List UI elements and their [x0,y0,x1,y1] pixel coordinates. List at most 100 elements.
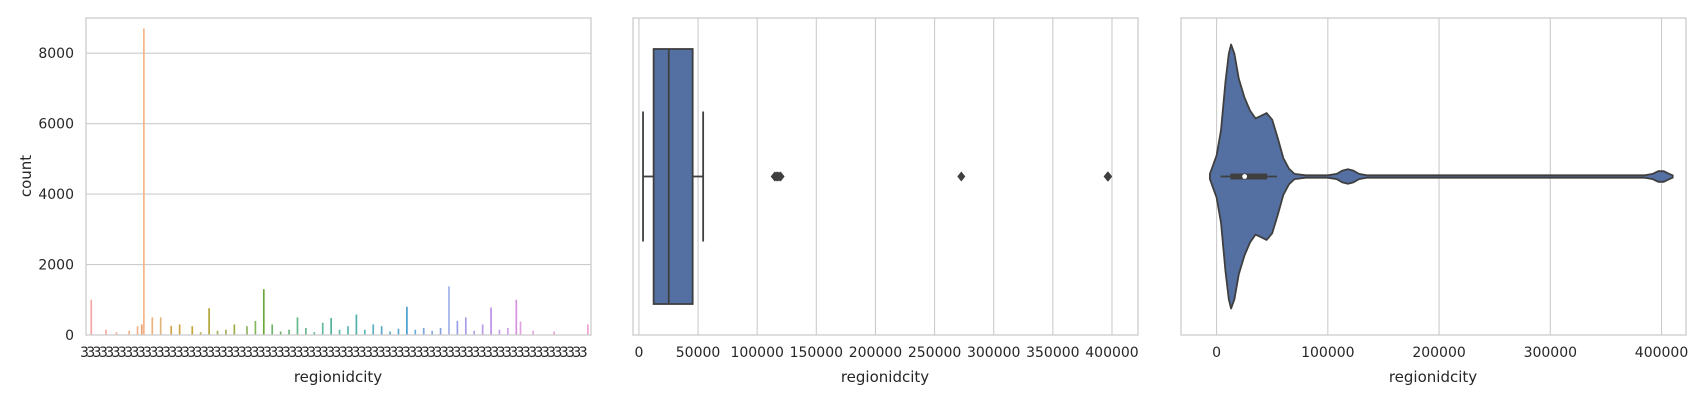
violin-plot-x-ticks: 0 100000 200000 300000 400000 [1212,345,1688,361]
count-plot-bar [372,324,375,335]
count-plot-x-tick-label: 3 [105,345,114,361]
count-plot-x-tick-label: 3 [497,345,506,361]
count-plot-x-tick-label: 3 [320,345,329,361]
count-plot-x-tick-label: 3 [263,345,272,361]
count-plot-x-tick-label: 3 [244,345,253,361]
count-plot-x-tick-label: 3 [301,345,310,361]
count-plot-x-tick-label: 3 [282,345,291,361]
count-plot-x-label: regionidcity [294,368,382,386]
violin-plot-x-tick-label: 100000 [1301,345,1354,361]
count-plot-x-tick-label: 3 [516,345,525,361]
count-plot-x-tick-label: 3 [187,345,196,361]
count-plot-bar [464,317,467,335]
box-plot-x-tick-label: 400000 [1085,345,1138,361]
count-plot-bar [380,326,383,335]
count-plot-x-tick-label: 3 [257,345,266,361]
count-plot-bar [296,317,299,335]
count-plot-bar [553,331,556,335]
count-plot-x-tick-label: 3 [225,345,234,361]
count-plot-bar [128,330,130,335]
count-plot-x-tick-label: 3 [156,345,165,361]
count-plot-bar [422,327,425,335]
count-plot-x-tick-label: 3 [478,345,487,361]
count-plot-bar [414,329,417,335]
count-plot-x-tick-label: 3 [307,345,316,361]
count-plot-x-tick-label: 3 [99,345,108,361]
count-plot-x-tick-label: 3 [232,345,241,361]
count-plot-x-tick-label: 3 [364,345,373,361]
count-plot-x-tick-label: 3 [560,345,569,361]
count-plot-x-tick-label: 3 [370,345,379,361]
count-plot-x-tick-label: 3 [86,345,95,361]
count-plot-x-tick-label: 3 [440,345,449,361]
violin-iqr-box [1230,173,1268,180]
violin-plot-x-tick-label: 400000 [1635,345,1688,361]
count-plot-bar [448,286,450,335]
violin-plot-frame [1180,17,1687,336]
box-plot-x-tick-label: 50000 [676,345,721,361]
count-plot-bars [90,28,589,336]
count-plot-frame [85,17,592,336]
count-plot-x-tick-label: 3 [566,345,575,361]
count-plot-x-tick-label: 3 [415,345,424,361]
count-plot-x-tick-label: 3 [408,345,417,361]
count-plot-bar [170,325,173,335]
count-plot-bar [115,332,118,335]
count-plot-bar [456,320,459,335]
count-plot-x-tick-label: 3 [162,345,171,361]
count-plot-x-tick-label: 3 [383,345,392,361]
count-plot-x-tick-label: 3 [434,345,443,361]
count-plot-bar [262,289,265,335]
violin-plot-x-tick-label: 200000 [1412,345,1465,361]
count-plot-x-tick-label: 3 [541,345,550,361]
violin-plot-x-label: regionidcity [1389,368,1477,386]
box-plot-marks [642,48,1113,305]
count-plot-y-tick-label: 4000 [38,187,74,203]
count-plot-x-tick-label: 3 [579,345,588,361]
count-plot-bar [313,332,316,335]
count-plot-bar [397,328,400,335]
count-plot-bar [507,327,509,335]
count-plot-bar [305,327,307,335]
count-plot-bar [271,324,274,335]
count-plot-x-tick-label: 3 [276,345,285,361]
violin-plot-x-tick-label: 300000 [1524,345,1577,361]
count-plot-x-tick-label: 3 [421,345,430,361]
count-plot-bar [178,324,181,335]
box-plot-x-ticks: 0 50000 100000 150000 200000 250000 300000 3500… [634,345,1138,361]
count-plot-x-tick-label: 3 [547,345,556,361]
count-plot-x-tick-label: 3 [358,345,367,361]
count-plot-bar [151,317,154,335]
count-plot-bar [330,318,332,335]
count-plot-x-ticks: 3333333333333333333333333333333333333333… [80,345,588,361]
violin-plot-panel: 0 100000 200000 300000 400000 regionidcity [1180,17,1688,386]
box-plot-x-label: regionidcity [841,368,929,386]
count-plot-bar [279,331,282,335]
count-plot-x-tick-label: 3 [503,345,512,361]
box-plot-x-tick-label: 200000 [849,345,902,361]
box-plot-outlier [957,171,966,182]
count-plot-bar [288,329,290,335]
count-plot-x-tick-label: 3 [269,345,278,361]
count-plot-bar [321,322,324,335]
count-plot-x-tick-label: 3 [219,345,228,361]
count-plot-x-tick-label: 3 [465,345,474,361]
count-plot-x-tick-label: 3 [168,345,177,361]
box-plot-box [652,48,694,305]
count-plot-x-tick-label: 3 [137,345,146,361]
violin-plot-marks [1209,43,1674,310]
count-plot-bar [498,329,501,335]
count-plot-x-tick-label: 3 [389,345,398,361]
box-plot-gridlines [638,18,1113,335]
count-plot-x-tick-label: 3 [490,345,499,361]
count-plot-gridlines [86,52,591,336]
box-plot-panel: 0 50000 100000 150000 200000 250000 300000 3500… [632,17,1139,386]
count-plot-bar [159,317,162,335]
count-plot-x-tick-label: 3 [175,345,184,361]
count-plot-x-tick-label: 3 [314,345,323,361]
count-plot-x-tick-label: 3 [351,345,360,361]
count-plot-bar [406,306,408,335]
count-plot-bar [105,329,107,335]
